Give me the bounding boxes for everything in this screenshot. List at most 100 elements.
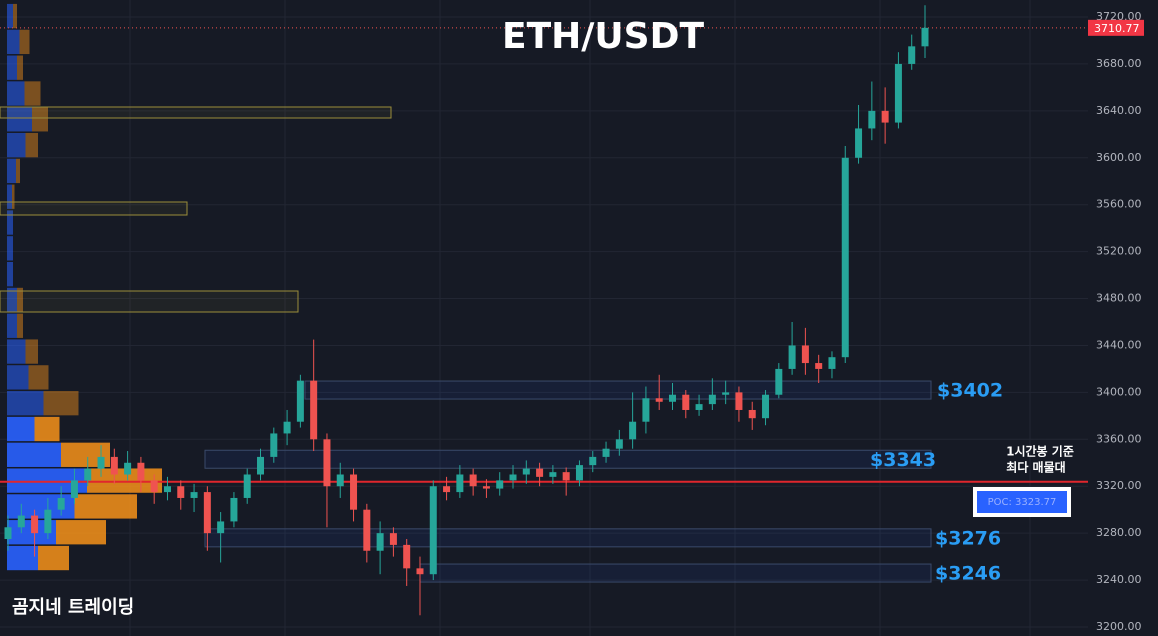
candle-body [668, 394, 676, 402]
candle-body [110, 456, 118, 475]
profile-sell [25, 132, 38, 158]
value-area-boxes [0, 106, 392, 313]
profile-sell [74, 494, 137, 519]
candle-body [230, 497, 238, 522]
annotation: 최다 매물대 [1006, 460, 1065, 475]
candle-body [203, 492, 211, 534]
profile-sell [43, 391, 79, 416]
profile-sell [56, 520, 106, 545]
profile-buy [7, 158, 16, 184]
candle-body [735, 392, 743, 410]
candle-body [708, 394, 716, 405]
candle-body [921, 27, 929, 47]
candle-body [602, 448, 610, 457]
y-tick-label: 3600.00 [1096, 151, 1142, 164]
levels: $3402 $3343 $3276 $3246 [0, 27, 1088, 585]
profile-sell [25, 339, 38, 364]
candle-body [655, 398, 663, 402]
profile-buy [7, 55, 17, 80]
y-tick-label: 3360.00 [1096, 432, 1142, 445]
y-tick-label: 3720.00 [1096, 10, 1142, 23]
candle-body [363, 509, 371, 551]
candle-body [788, 345, 796, 369]
candle-body [296, 380, 304, 422]
profile-sell [19, 29, 30, 55]
candle-body [70, 480, 78, 498]
profile-buy [7, 132, 26, 158]
profile-buy [7, 210, 13, 235]
profile-buy [7, 107, 32, 132]
price-axis: 3200.00 3240.00 3280.00 3320.00 3360.00 3400.… [1088, 0, 1158, 636]
candle-body [762, 394, 770, 419]
candle-body [4, 527, 12, 540]
candle-body [416, 568, 424, 575]
y-tick-label: 3400.00 [1096, 385, 1142, 398]
candle-body [57, 497, 65, 510]
level-label: $3276 [935, 527, 1001, 549]
candle-body [283, 421, 291, 434]
candle-body [310, 380, 318, 440]
candle-body [336, 474, 344, 487]
profile-buy [7, 391, 44, 416]
level-label: $3246 [935, 563, 1001, 585]
profile-buy [7, 416, 35, 442]
candle-body [44, 509, 52, 534]
candle-body [429, 486, 437, 575]
level-box [204, 449, 932, 469]
profile-sell [17, 287, 23, 313]
profile-sell [17, 55, 23, 80]
profile-buy [7, 262, 13, 287]
profile-sell [38, 545, 69, 571]
candle-body [31, 515, 39, 534]
candle-body [190, 492, 198, 498]
candle-body [270, 433, 278, 457]
candle-body [376, 533, 384, 551]
y-tick-label: 3240.00 [1096, 573, 1142, 586]
candle-body [615, 439, 623, 449]
profile-buy [7, 184, 12, 209]
profile-buy [7, 81, 25, 106]
profile-buy [7, 313, 17, 338]
y-tick-label: 3520.00 [1096, 245, 1142, 258]
level-box [204, 528, 932, 548]
profile-buy [7, 287, 17, 313]
profile-buy [7, 236, 13, 261]
candle-body [84, 468, 92, 481]
candle-body [522, 468, 530, 475]
vertical-grid [129, 0, 1031, 636]
poc-label: POC: 3323.77 [988, 497, 1057, 508]
profile-sell [34, 416, 60, 442]
y-tick-label: 3680.00 [1096, 57, 1142, 70]
y-tick-label: 3280.00 [1096, 526, 1142, 539]
candle-body [575, 465, 583, 481]
candle-body [682, 394, 690, 410]
candle-body [403, 544, 411, 569]
candle-body [389, 533, 397, 545]
profile-sell [13, 3, 17, 29]
y-tick-label: 3560.00 [1096, 198, 1142, 211]
candle-body [549, 472, 557, 477]
profile-sell [12, 184, 15, 209]
candle-body [908, 46, 916, 64]
candle-body [868, 110, 876, 129]
y-tick-label: 3440.00 [1096, 338, 1142, 351]
profile-sell [32, 107, 48, 132]
candle-body [642, 398, 650, 422]
axis-bg [1088, 0, 1158, 636]
candle-body [443, 486, 451, 493]
candle-body [482, 486, 490, 489]
candle-body [894, 63, 902, 123]
profile-sell [17, 313, 23, 338]
last-price-tag [1088, 19, 1144, 36]
candle-body [456, 474, 464, 493]
poc-inner [977, 491, 1067, 513]
candle-body [177, 486, 185, 498]
annotation: 1시간봉 기준 [1006, 444, 1074, 459]
candle-body [855, 128, 863, 158]
candle-body [150, 480, 158, 493]
candle-body [775, 368, 783, 395]
candle-body [17, 515, 25, 528]
y-tick-label: 3480.00 [1096, 292, 1142, 305]
candle-body [323, 439, 331, 487]
